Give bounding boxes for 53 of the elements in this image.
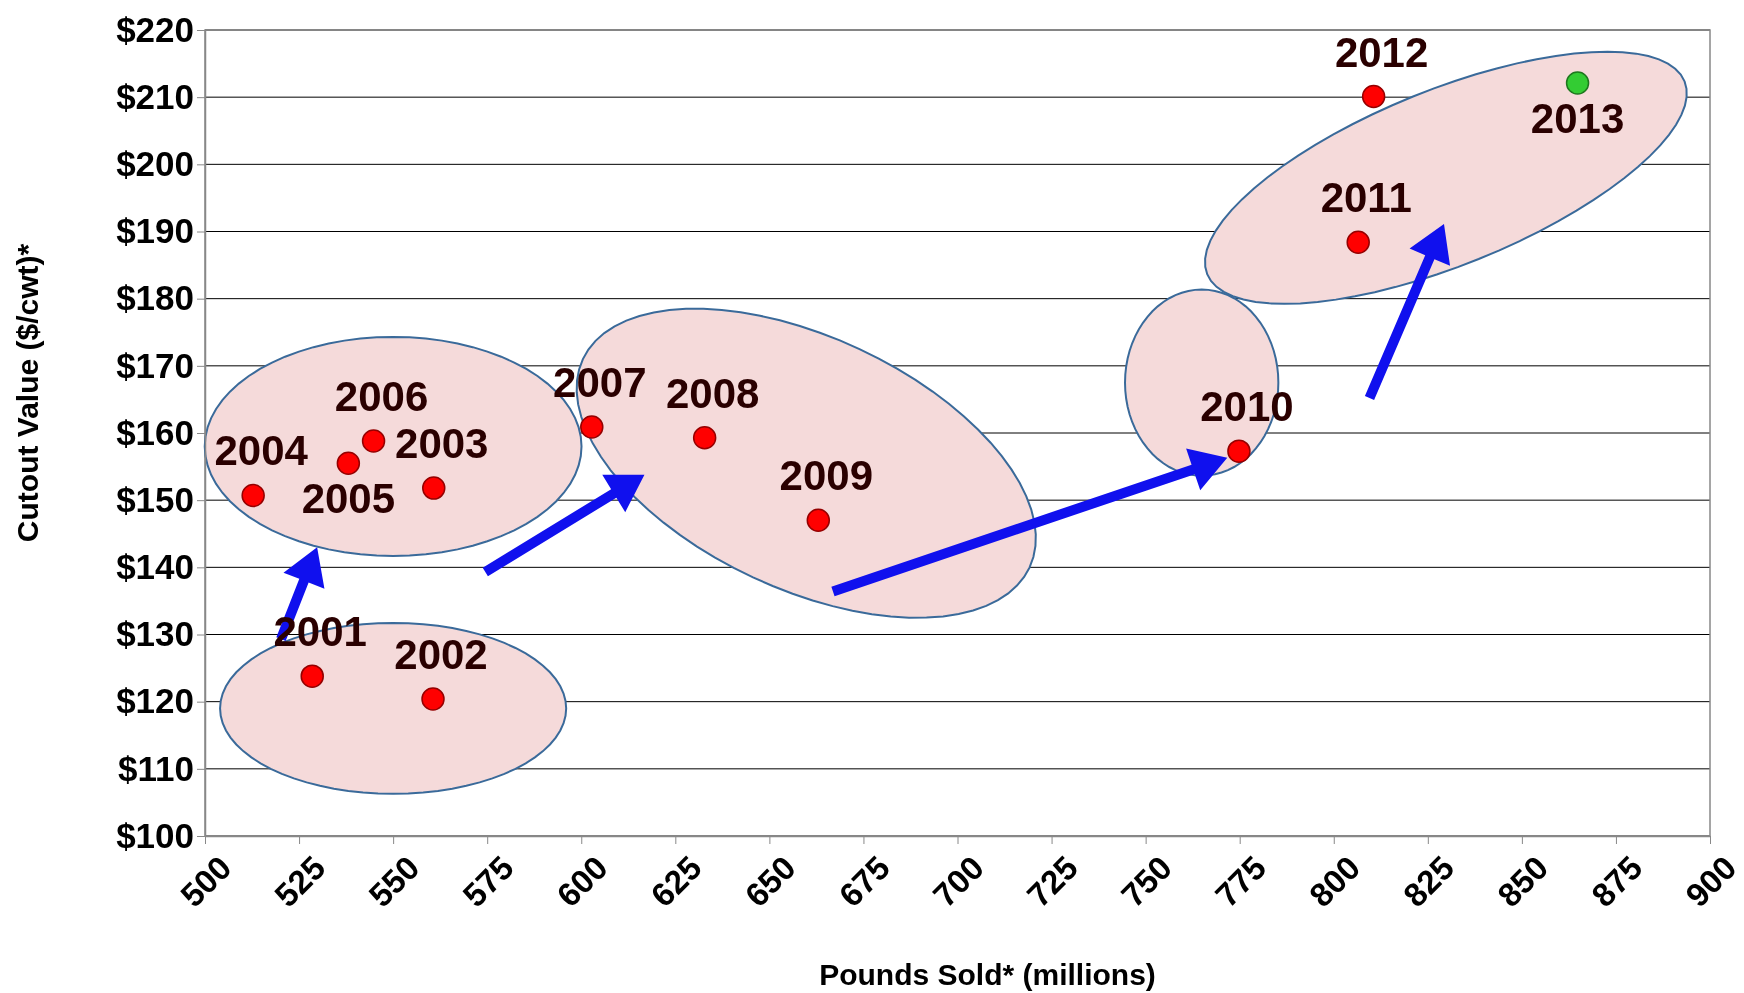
point	[1361, 84, 1386, 109]
point	[336, 451, 361, 475]
point	[422, 476, 446, 500]
annotation: 2008	[665, 369, 760, 417]
y-tick-label: $140	[116, 547, 194, 587]
y-tick-label: $220	[116, 9, 194, 49]
y-tick-label: $190	[116, 211, 194, 251]
x-tick-label: 725	[1019, 848, 1085, 914]
x-tick-label: 625	[643, 848, 709, 914]
x-tick-label: 575	[455, 848, 521, 914]
y-tick-label: $170	[116, 345, 194, 385]
x-tick-label: 800	[1302, 848, 1368, 914]
y-tick-label: $160	[116, 412, 194, 452]
x-axis-title: Pounds Sold* (millions)	[819, 958, 1156, 991]
annotation: 2009	[779, 452, 874, 500]
point	[1565, 71, 1590, 95]
x-tick-label: 525	[267, 848, 333, 914]
x-tick-label: 675	[831, 848, 897, 914]
x-tick-label: 700	[925, 848, 991, 914]
annotation: 2006	[334, 373, 429, 421]
y-tick-label: $200	[116, 144, 194, 184]
point	[241, 483, 265, 508]
annotation: 2002	[394, 630, 488, 678]
y-tick-label: $130	[116, 614, 194, 654]
x-tick-label: 750	[1113, 848, 1180, 914]
point	[580, 415, 604, 439]
annotation: 2004	[214, 427, 309, 475]
point	[421, 687, 445, 711]
y-tick-label: $110	[118, 748, 194, 788]
y-axis-title: Cutout Value ($/cwt)*	[11, 243, 44, 543]
x-tick-label: 600	[549, 848, 615, 914]
x-tick-label: 875	[1584, 848, 1650, 914]
point	[1227, 439, 1251, 463]
y-tick-label: $180	[116, 278, 194, 318]
annotation: 2013	[1530, 95, 1625, 143]
annotation: 2012	[1334, 28, 1429, 76]
annotation: 2005	[301, 475, 396, 523]
annotation: 2011	[1320, 174, 1412, 222]
annotation: 2003	[395, 420, 489, 468]
x-tick-label: 825	[1396, 848, 1462, 914]
x-tick-label: 850	[1490, 848, 1556, 914]
x-tick-label: 900	[1678, 848, 1744, 914]
x-tick-label: 550	[361, 848, 427, 914]
point	[361, 429, 386, 453]
y-tick-label: $150	[116, 479, 194, 519]
point	[1346, 230, 1370, 254]
point	[806, 508, 831, 533]
y-tick-label: $120	[116, 681, 194, 721]
x-tick-label: 650	[737, 848, 803, 914]
y-tick-label: $210	[116, 76, 194, 116]
x-tick-label: 775	[1207, 848, 1274, 914]
point	[300, 664, 324, 688]
point	[692, 425, 717, 450]
